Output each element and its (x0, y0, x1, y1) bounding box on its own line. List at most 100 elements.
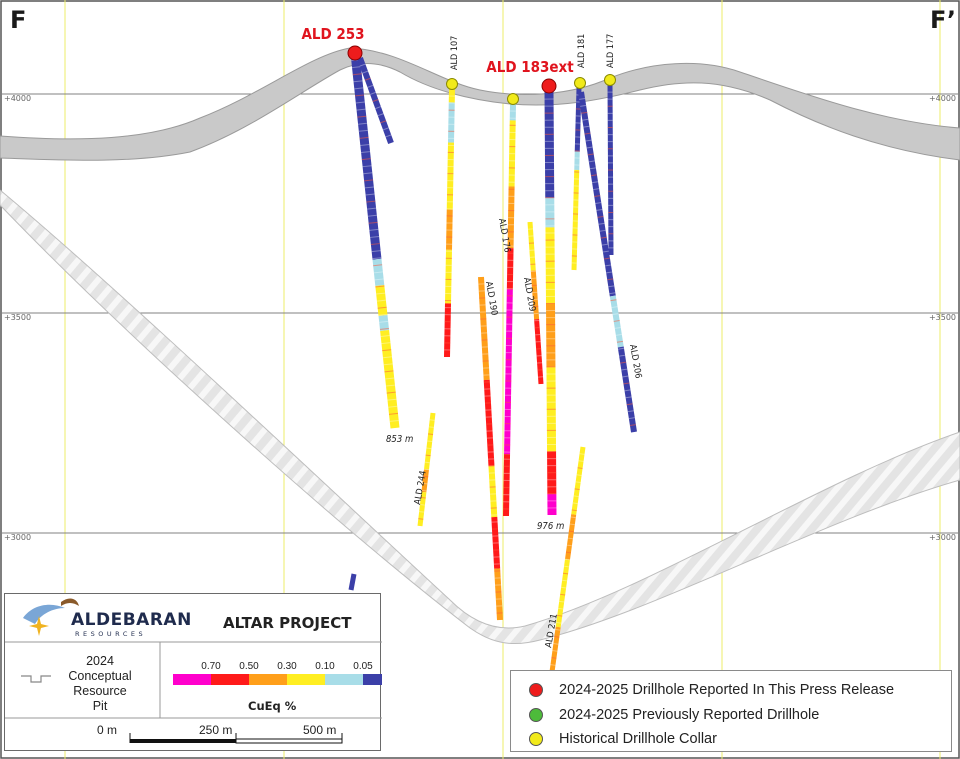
interval-stripe (590, 174, 598, 177)
resource-pit-shell (0, 189, 960, 645)
drillhole-ald107[interactable] (444, 88, 455, 358)
interval-stripe (563, 572, 569, 575)
interval-stripe (386, 391, 396, 394)
red-circle-icon (529, 683, 543, 697)
interval-stripe (603, 257, 611, 260)
drillhole-ald211[interactable] (549, 446, 586, 673)
interval-stripe (620, 361, 627, 364)
drillhole-interval (421, 469, 429, 493)
drillhole-ald183ext[interactable] (544, 91, 557, 516)
scale-bar-label-0: 0 m (97, 723, 118, 737)
drillhole-ald176[interactable] (503, 103, 516, 517)
interval-stripe (629, 424, 636, 427)
collar-historical-ald181[interactable] (574, 77, 586, 89)
interval-stripe (566, 544, 572, 547)
interval-stripe (361, 151, 371, 154)
interval-stripe (383, 363, 393, 366)
interval-stripe (624, 389, 631, 392)
drillhole-ald209[interactable] (527, 221, 544, 385)
scale-swatch (173, 674, 211, 685)
aldebaran-logo (23, 598, 79, 636)
interval-stripe (365, 193, 375, 196)
drillhole-ald177[interactable] (607, 84, 614, 256)
interval-stripe (598, 222, 605, 225)
drillhole-interval (574, 151, 580, 170)
interval-stripe (419, 504, 425, 506)
collar-historical-ald176[interactable] (507, 93, 519, 105)
project-title: ALTAR PROJECT (223, 614, 352, 632)
section-end-label: F’ (930, 6, 956, 34)
interval-stripe (568, 530, 574, 533)
interval-stripe (560, 593, 566, 596)
interval-stripe (387, 398, 397, 401)
company-subtitle: RESOURCES (75, 630, 147, 638)
interval-stripe (563, 565, 570, 568)
drillhole-interval (424, 412, 436, 470)
drillhole-interval (378, 315, 390, 331)
interval-stripe (619, 354, 626, 357)
interval-stripe (555, 628, 561, 631)
drillhole-interval (609, 295, 624, 348)
drillhole-interval (544, 91, 555, 198)
interval-stripe (581, 111, 588, 114)
interval-stripe (371, 250, 381, 253)
drillhole-interval (578, 91, 616, 297)
collar-reported-ald183ext[interactable] (541, 78, 557, 94)
interval-stripe (550, 664, 556, 666)
interval-stripe (364, 179, 374, 182)
interval-stripe (355, 94, 365, 97)
drillhole-ald253[interactable] (350, 52, 400, 429)
interval-stripe (381, 342, 391, 345)
collar-reported-ald253[interactable] (347, 45, 363, 61)
scale-tick-label: 0.50 (239, 661, 259, 672)
interval-stripe (621, 368, 628, 371)
interval-stripe (376, 299, 386, 302)
interval-stripe (556, 621, 562, 624)
drillhole-interval (446, 142, 454, 210)
drillhole-interval (574, 87, 582, 152)
collar-historical-ald107[interactable] (446, 78, 458, 90)
interval-stripe (602, 250, 609, 253)
legend-item-previous: 2024-2025 Previously Reported Drillhole (529, 705, 819, 725)
interval-stripe (608, 285, 615, 288)
drillhole-ald190[interactable] (478, 276, 503, 621)
drillhole-ald181[interactable] (571, 87, 582, 271)
drillhole-ald181-incl[interactable] (578, 91, 637, 433)
pit-legend-line3: Resource Pit (73, 684, 127, 713)
drillhole-interval (380, 330, 400, 429)
interval-stripe (374, 278, 384, 281)
interval-stripe (425, 454, 431, 457)
interval-stripe (421, 489, 427, 492)
pit-outline-icon (21, 675, 51, 683)
legend-previous-label: 2024-2025 Previously Reported Drillhole (559, 707, 820, 723)
collar-historical-ald177[interactable] (604, 74, 616, 86)
interval-stripe (377, 113, 384, 117)
interval-stripe (384, 370, 394, 373)
interval-stripe (606, 271, 613, 274)
interval-stripe (577, 467, 583, 469)
interval-stripe (553, 643, 559, 645)
interval-stripe (579, 97, 586, 100)
drillhole-interval (375, 285, 388, 316)
legend-item-historical: Historical Drillhole Collar (529, 729, 717, 749)
interval-stripe (622, 375, 629, 378)
scale-title: CuEq % (248, 699, 297, 713)
interval-stripe (372, 257, 382, 260)
interval-stripe (427, 440, 433, 443)
drillhole-ald244[interactable] (417, 412, 436, 527)
pit-legend-year: 2024 (86, 654, 114, 668)
interval-stripe (358, 122, 368, 125)
scale-tick-label: 0.30 (277, 661, 297, 672)
label-ald253: ALD 253 (301, 25, 364, 43)
scale-bar (129, 733, 343, 744)
drillhole-interval (444, 303, 451, 358)
scale-swatch (363, 674, 382, 685)
drillhole-interval (507, 186, 515, 249)
elev-label-3000-left: +3000 (4, 533, 31, 542)
interval-stripe (373, 271, 383, 274)
drillhole-interval (372, 258, 385, 286)
drillhole-ald253-branch[interactable] (357, 56, 394, 145)
interval-stripe (612, 313, 619, 315)
interval-stripe (596, 209, 603, 211)
label-ald181: ALD 181 (577, 34, 587, 68)
